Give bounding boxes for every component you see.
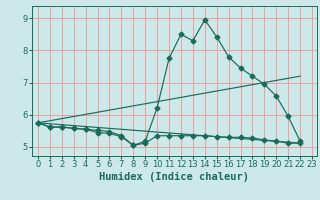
X-axis label: Humidex (Indice chaleur): Humidex (Indice chaleur) xyxy=(100,172,249,182)
